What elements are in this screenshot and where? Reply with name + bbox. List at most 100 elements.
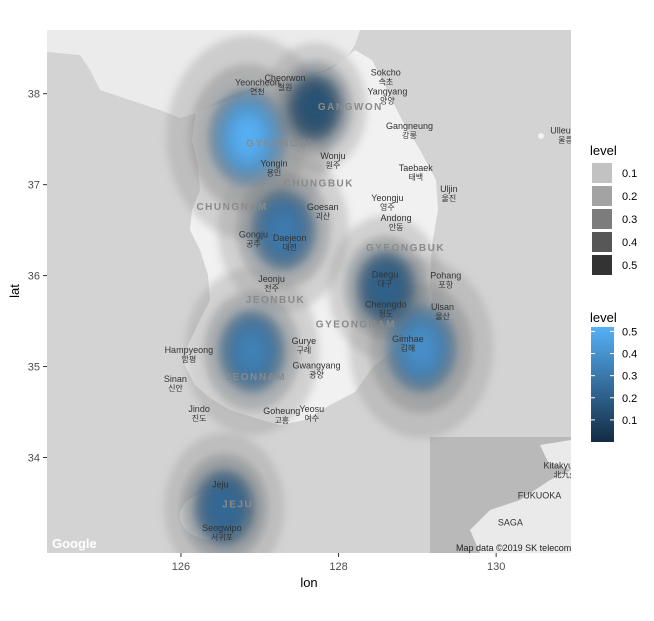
colorbar-label: 0.1 <box>622 415 637 427</box>
colorbar-label: 0.4 <box>622 349 637 361</box>
place-label-korean: 대전 <box>282 242 297 252</box>
place-label: Goesan <box>307 202 339 212</box>
place-label-korean: 공주 <box>246 239 261 248</box>
place-label: Jeju <box>212 480 229 490</box>
legend-fill-label: 0.1 <box>622 168 637 180</box>
colorbar-label: 0.2 <box>622 393 637 405</box>
place-label-korean: 영주 <box>380 202 395 212</box>
place-label-korean: 용인 <box>267 167 282 177</box>
region-label: CHUNGNAM <box>196 202 267 213</box>
region-labels: GANGWON GYEONGGI CHUNGBUK CHUNGNAM GYEONGBUK… <box>196 102 445 511</box>
place-label: Cheongdo <box>365 299 407 309</box>
y-axis-title: lat <box>7 284 22 298</box>
density-hotspots <box>197 75 452 543</box>
region-label: CHUNGBUK <box>284 178 354 189</box>
place-label-korean: 울릉 <box>558 136 573 145</box>
place-label-korean: 구례 <box>297 345 312 355</box>
place-label: Seogwipo <box>202 523 242 533</box>
place-label: Uljin <box>440 184 458 194</box>
y-tick-label: 36 <box>28 271 40 283</box>
place-label-korean: 김해 <box>401 343 416 353</box>
legend-color-title: level <box>590 310 617 325</box>
hotspot-core <box>234 327 270 375</box>
region-label: GYEONGGI <box>246 138 312 149</box>
place-label-korean: 청도 <box>378 309 393 318</box>
place-label-korean: 철원 <box>278 82 293 92</box>
place-label: Gangneung <box>386 121 433 131</box>
place-label-korean: 여수 <box>304 413 319 423</box>
colorbar-label: 0.5 <box>622 326 637 338</box>
region-label: GANGWON <box>318 102 383 113</box>
place-label: Kitakyushu <box>543 460 587 470</box>
google-logo: Google <box>52 536 97 551</box>
place-label-korean: 연천 <box>250 86 265 96</box>
hotspot-core <box>266 207 301 254</box>
place-label-korean: 울산 <box>435 311 450 321</box>
hotspot-core <box>208 486 241 530</box>
place-label: Yeongju <box>371 193 403 203</box>
x-tick-label: 128 <box>329 561 347 573</box>
y-tick-label: 35 <box>28 362 40 374</box>
place-label-korean: 속초 <box>378 77 393 86</box>
place-label-korean: 서귀포 <box>211 532 233 542</box>
legend-fill-swatch <box>592 163 612 183</box>
region-label: JEJU <box>222 500 253 511</box>
place-label: Daegu <box>372 269 399 279</box>
place-labels: Yeoncheon연천Cheorwon철원Sokcho속초Yangyang양양G… <box>164 67 587 542</box>
colorbar-label: 0.3 <box>622 371 637 383</box>
place-label-korean: 강릉 <box>402 130 417 140</box>
region-label: JEONNAM <box>226 372 287 383</box>
hotspot-core <box>402 323 440 374</box>
place-label-korean: 양양 <box>380 97 395 106</box>
place-label: Jindo <box>188 404 210 414</box>
place-label: Wonju <box>320 151 345 161</box>
place-label: Yeoncheon <box>235 77 280 87</box>
place-label: Hampyeong <box>165 345 214 355</box>
place-label-korean: 포항 <box>438 280 453 289</box>
legend-fill-label: 0.4 <box>622 237 637 249</box>
place-label-korean: 신안 <box>168 383 183 393</box>
place-label: Yongin <box>260 158 287 168</box>
x-tick-label: 126 <box>172 561 190 573</box>
hotspot-core <box>370 266 402 309</box>
place-label-korean: 원주 <box>326 161 341 170</box>
legend-fill-label: 0.5 <box>622 260 637 272</box>
region-label: GYEONGNAM <box>316 319 396 330</box>
legend-fill-level: level 0.1 0.2 0.3 0.4 0.5 <box>590 143 637 275</box>
place-label: Yeosu <box>299 404 324 414</box>
x-axis-title: lon <box>300 575 317 590</box>
place-label: Yangyang <box>367 87 407 97</box>
place-label-korean: 진도 <box>192 413 207 423</box>
place-label-korean: 대구 <box>378 279 393 288</box>
legend-fill-swatch <box>592 186 612 206</box>
legend-color-level: level 0.1 0.2 0.3 0.4 0.5 <box>590 310 637 442</box>
place-label: Cheorwon <box>264 73 305 83</box>
place-label-korean: 울진 <box>441 193 456 203</box>
legend-fill-swatch <box>592 255 612 275</box>
place-label: Gimhae <box>392 334 424 344</box>
y-tick-label: 34 <box>28 452 40 464</box>
place-label-korean: 광양 <box>309 369 324 379</box>
place-label: Sinan <box>164 374 187 384</box>
place-label: Pohang <box>430 270 461 280</box>
place-label-korean: 태백 <box>408 172 423 182</box>
hotspot-core <box>227 109 269 165</box>
legend-fill-label: 0.2 <box>622 191 637 203</box>
place-label: Andong <box>381 213 412 223</box>
place-label-korean: 北九州 <box>553 470 577 479</box>
place-label: Gwangyang <box>292 360 340 370</box>
legend-fill-title: level <box>590 143 617 158</box>
y-tick-label: 38 <box>28 89 40 101</box>
region-label: GYEONGBUK <box>366 243 445 254</box>
place-label-korean: 안동 <box>389 222 404 232</box>
place-label: Gurye <box>292 336 317 346</box>
place-label: Goheung <box>263 406 300 416</box>
y-axis: 34 35 36 37 38 <box>28 89 47 464</box>
place-label-korean: 함평 <box>181 354 196 364</box>
place-label-korean: 고흥 <box>274 415 289 425</box>
region-label: JEONBUK <box>246 295 305 306</box>
place-label: Jeonju <box>258 274 285 284</box>
colorbar <box>591 327 614 442</box>
hotspot-core <box>300 88 330 127</box>
